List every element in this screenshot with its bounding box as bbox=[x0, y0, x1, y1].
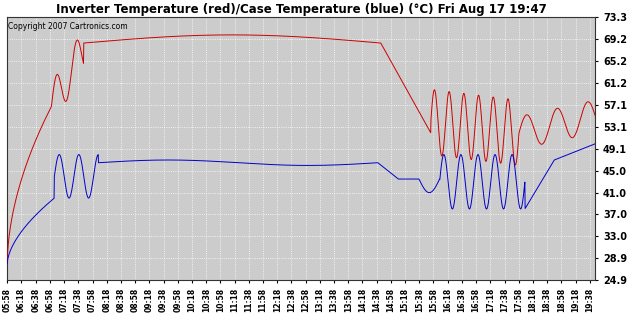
Text: Copyright 2007 Cartronics.com: Copyright 2007 Cartronics.com bbox=[8, 22, 128, 31]
Title: Inverter Temperature (red)/Case Temperature (blue) (°C) Fri Aug 17 19:47: Inverter Temperature (red)/Case Temperat… bbox=[56, 3, 547, 16]
